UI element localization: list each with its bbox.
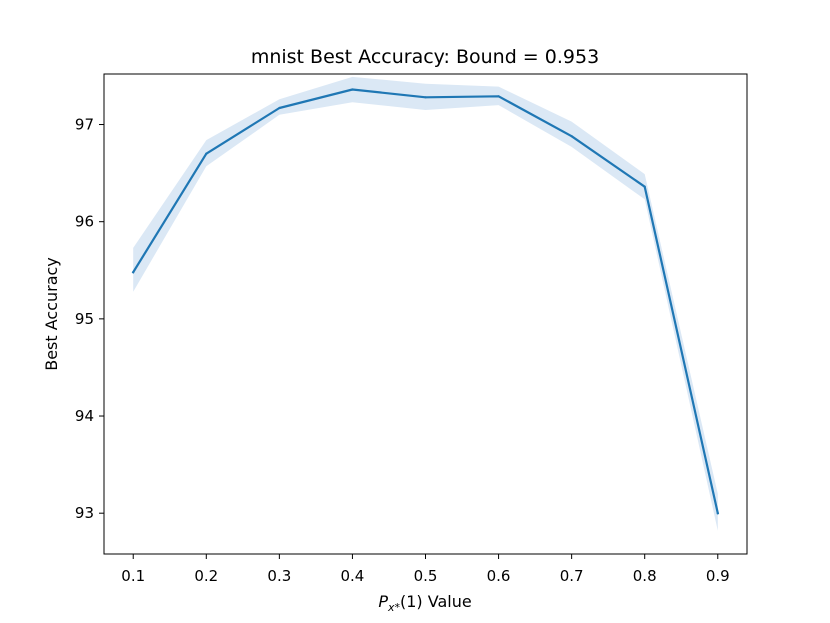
- series-0-point-7: [643, 185, 646, 188]
- x-axis-label: Px*(1) Value: [378, 592, 471, 614]
- y-tick-label: 96: [75, 213, 94, 231]
- series-0-point-4: [424, 96, 427, 99]
- x-tick-label: 0.9: [706, 567, 730, 585]
- x-tick-label: 0.8: [633, 567, 657, 585]
- series-0-point-3: [351, 88, 354, 91]
- x-tick-label: 0.2: [194, 567, 218, 585]
- series-0-point-5: [497, 95, 500, 98]
- series-0-point-6: [570, 135, 573, 138]
- y-tick-label: 93: [75, 504, 94, 522]
- series-0-point-1: [205, 152, 208, 155]
- x-axis-label-prefix: P: [378, 592, 388, 611]
- series-0-point-0: [132, 271, 135, 274]
- series-line-layer: [131, 88, 720, 515]
- x-tick-label: 0.4: [341, 567, 365, 585]
- y-tick-label: 94: [75, 407, 94, 425]
- x-tick-label: 0.6: [487, 567, 511, 585]
- x-tick-label: 0.5: [414, 567, 438, 585]
- x-tick-label: 0.1: [121, 567, 145, 585]
- x-tick-label: 0.7: [560, 567, 584, 585]
- x-axis: 0.1 0.2 0.3 0.4 0.5 0.6 0.7 0.8 0.9: [121, 554, 730, 585]
- x-tick-label: 0.3: [267, 567, 291, 585]
- chart-title: mnist Best Accuracy: Bound = 0.953: [251, 46, 599, 68]
- y-tick-label: 97: [75, 116, 94, 134]
- y-tick-label: 95: [75, 310, 94, 328]
- x-axis-label-subscript: x*: [387, 601, 401, 614]
- series-0-point-2: [278, 106, 281, 110]
- y-axis: 93 94 95 96 97: [75, 116, 104, 522]
- x-axis-label-suffix: (1) Value: [400, 592, 472, 611]
- series-0-point-8: [716, 512, 719, 515]
- y-axis-label: Best Accuracy: [42, 257, 61, 371]
